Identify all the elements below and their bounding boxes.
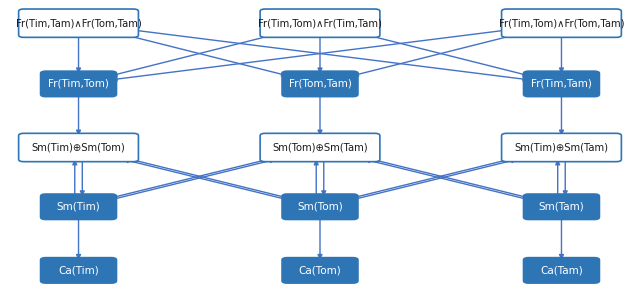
FancyBboxPatch shape	[19, 9, 138, 37]
FancyBboxPatch shape	[282, 258, 358, 283]
Text: Fr(Tim,Tom)∧Fr(Tim,Tam): Fr(Tim,Tom)∧Fr(Tim,Tam)	[258, 18, 382, 28]
FancyBboxPatch shape	[282, 71, 358, 97]
Text: Fr(Tim,Tam): Fr(Tim,Tam)	[531, 79, 592, 89]
FancyBboxPatch shape	[40, 71, 116, 97]
Text: Fr(Tim,Tom)∧Fr(Tom,Tam): Fr(Tim,Tom)∧Fr(Tom,Tam)	[499, 18, 624, 28]
FancyBboxPatch shape	[502, 133, 621, 162]
Text: Sm(Tim): Sm(Tim)	[57, 202, 100, 212]
FancyBboxPatch shape	[524, 258, 600, 283]
FancyBboxPatch shape	[282, 194, 358, 219]
Text: Fr(Tim,Tam)∧Fr(Tom,Tam): Fr(Tim,Tam)∧Fr(Tom,Tam)	[15, 18, 141, 28]
Text: Ca(Tom): Ca(Tom)	[299, 266, 341, 275]
Text: Ca(Tim): Ca(Tim)	[58, 266, 99, 275]
FancyBboxPatch shape	[40, 258, 116, 283]
FancyBboxPatch shape	[524, 194, 600, 219]
Text: Ca(Tam): Ca(Tam)	[540, 266, 583, 275]
FancyBboxPatch shape	[260, 9, 380, 37]
Text: Sm(Tom): Sm(Tom)	[297, 202, 343, 212]
FancyBboxPatch shape	[502, 9, 621, 37]
FancyBboxPatch shape	[40, 194, 116, 219]
FancyBboxPatch shape	[260, 133, 380, 162]
Text: Sm(Tam): Sm(Tam)	[539, 202, 584, 212]
Text: Sm(Tim)⊕Sm(Tom): Sm(Tim)⊕Sm(Tom)	[31, 142, 125, 153]
FancyBboxPatch shape	[524, 71, 600, 97]
Text: Fr(Tim,Tom): Fr(Tim,Tom)	[48, 79, 109, 89]
Text: Sm(Tom)⊕Sm(Tam): Sm(Tom)⊕Sm(Tam)	[272, 142, 368, 153]
Text: Sm(Tim)⊕Sm(Tam): Sm(Tim)⊕Sm(Tam)	[515, 142, 609, 153]
FancyBboxPatch shape	[19, 133, 138, 162]
Text: Fr(Tom,Tam): Fr(Tom,Tam)	[289, 79, 351, 89]
